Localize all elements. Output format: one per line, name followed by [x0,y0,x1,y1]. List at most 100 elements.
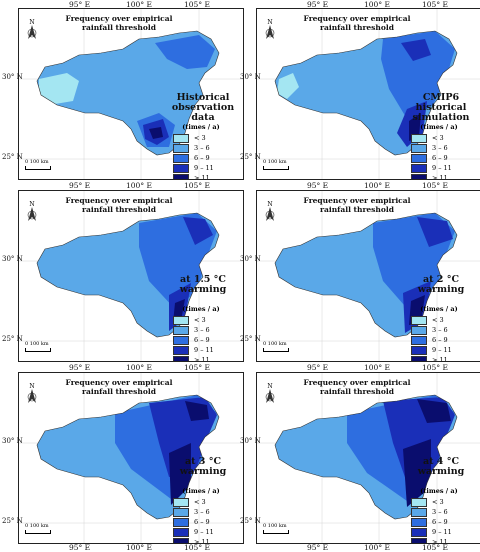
legend-label: 9 – 11 [194,346,214,354]
legend-label: 6 – 9 [194,154,210,162]
legend-swatch [411,153,427,163]
frequency-region [149,127,163,139]
scenario-label: Historical observation data [171,92,235,123]
scenario-label: at 3 °C warming [179,456,227,477]
basin-map [19,9,243,179]
scenario-label: at 2 °C warming [417,274,465,295]
legend-item: > 11 [173,355,229,361]
latitude-label: 30° N [240,437,261,445]
legend-label: > 11 [194,174,210,180]
scale-label: 0 100 km [263,159,287,165]
latitude-label: 30° N [240,255,261,263]
scale-bar: 0 100 km [25,341,51,352]
legend-item: < 3 [411,497,467,507]
legend-title: (times / a) [420,487,458,495]
legend-item: 3 – 6 [173,325,229,335]
legend-swatch [411,335,427,345]
legend: (times / a) < 3 3 – 6 6 – 9 9 – 11 > 11 [173,487,229,543]
longitude-label: 100° E [364,363,390,372]
longitude-label: 100° E [126,0,152,9]
basin-map [257,9,480,179]
frequency-region [169,443,191,505]
longitude-label: 105° E [422,0,448,9]
basin-outline [274,394,458,520]
legend-swatch [173,537,189,543]
legend-item: > 11 [173,173,229,180]
legend-label: < 3 [432,134,444,142]
legend-title: (times / a) [420,305,458,313]
north-arrow-icon: N [25,381,39,407]
legend-label: < 3 [194,134,206,142]
legend-label: 6 – 9 [432,154,448,162]
basin-outline [36,212,220,338]
legend-swatch [173,507,189,517]
legend-swatch [173,497,189,507]
legend-label: > 11 [432,356,448,362]
legend-item: 6 – 9 [411,153,467,163]
legend: (times / a) < 3 3 – 6 6 – 9 9 – 11 > 11 [411,487,467,543]
legend-item: 3 – 6 [411,143,467,153]
map-panel: N Frequency over empirical rainfall thres… [256,190,480,362]
legend-label: 9 – 11 [432,528,452,536]
north-arrow-icon: N [263,17,277,43]
basin-outline [36,30,220,156]
longitude-label: 100° E [364,181,390,190]
frequency-region [403,439,431,507]
legend-swatch [173,335,189,345]
panel-title: Frequency over empirical rainfall thresh… [65,14,173,32]
latitude-label: 30° N [2,255,23,263]
longitude-label: 100° E [364,543,390,552]
latitude-label: 25° N [240,153,261,161]
legend-item: 9 – 11 [411,163,467,173]
longitude-label: 105° E [184,363,210,372]
panel-title: Frequency over empirical rainfall thresh… [303,378,411,396]
legend-label: < 3 [194,498,206,506]
legend-swatch [173,527,189,537]
legend-label: 3 – 6 [194,508,210,516]
frequency-region [401,39,431,61]
scale-label: 0 100 km [25,523,49,529]
legend-title: (times / a) [182,487,220,495]
latitude-label: 25° N [240,517,261,525]
basin-outline [274,30,458,156]
scale-label: 0 100 km [25,341,49,347]
legend-label: 3 – 6 [194,144,210,152]
frequency-region [417,399,451,423]
scenario-label: at 1.5 °C warming [179,274,227,295]
latitude-label: 25° N [2,153,23,161]
legend-item: 9 – 11 [173,527,229,537]
legend-swatch [411,345,427,355]
legend-swatch [411,517,427,527]
map-panel: N Frequency over empirical rainfall thres… [256,372,480,544]
longitude-label: 100° E [126,181,152,190]
legend-item: < 3 [411,315,467,325]
frequency-region [39,73,79,105]
basin-map [257,373,480,543]
legend-swatch [411,173,427,179]
scale-bar: 0 100 km [25,523,51,534]
legend-swatch [411,537,427,543]
legend-label: 9 – 11 [194,528,214,536]
latitude-label: 30° N [2,437,23,445]
legend-swatch [411,133,427,143]
legend: (times / a) < 3 3 – 6 6 – 9 9 – 11 > 11 [411,305,467,362]
frequency-region [155,35,215,69]
legend-swatch [173,153,189,163]
legend-title: (times / a) [182,305,220,313]
legend-item: 6 – 9 [411,517,467,527]
basin-map [19,191,243,361]
north-label: N [267,201,272,208]
frequency-region [183,217,213,245]
panel-title: Frequency over empirical rainfall thresh… [65,196,173,214]
legend-swatch [173,315,189,325]
panel-title: Frequency over empirical rainfall thresh… [65,378,173,396]
legend-item: 6 – 9 [173,335,229,345]
north-label: N [267,383,272,390]
latitude-label: 25° N [240,335,261,343]
legend-item: > 11 [411,355,467,362]
north-label: N [267,19,272,26]
map-panel: N Frequency over empirical rainfall thres… [18,8,244,180]
legend-item: < 3 [173,497,229,507]
north-arrow-icon: N [263,381,277,407]
longitude-label: 105° E [184,181,210,190]
